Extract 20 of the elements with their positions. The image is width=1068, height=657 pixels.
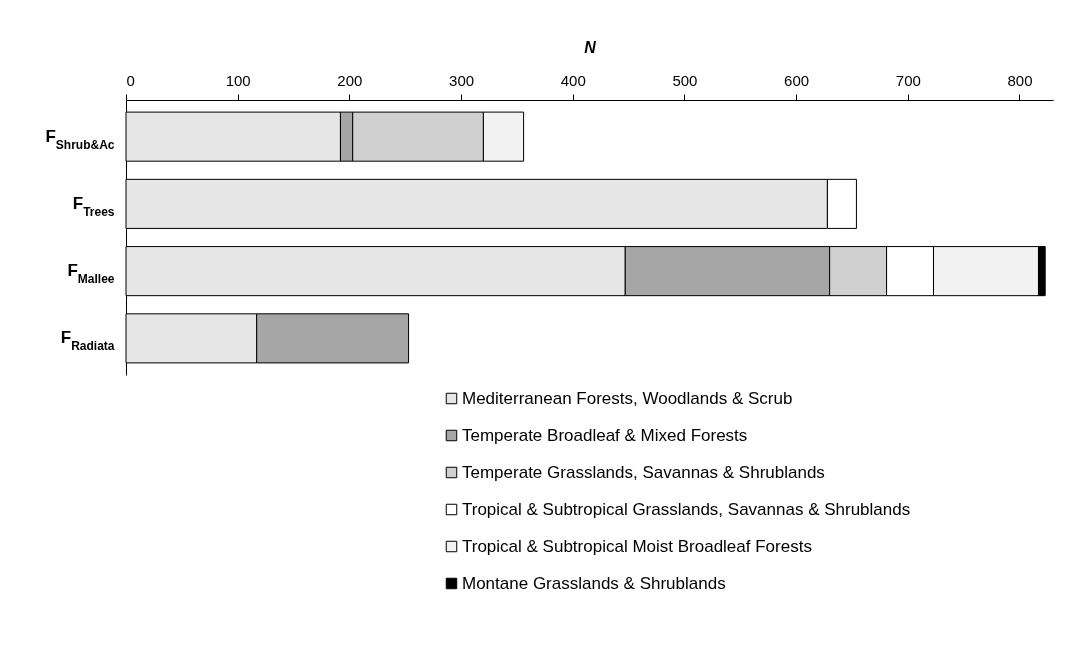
y-tick-label: F$_{Shrub&Ac}$ <box>45 126 115 152</box>
x-tick-label: 0 <box>126 71 135 89</box>
legend-label: Mediterranean Forests, Woodlands & Scrub <box>462 388 793 408</box>
y-tick-label: F$_{Trees}$ <box>72 193 115 219</box>
x-tick-label: 400 <box>560 71 586 89</box>
x-tick-label: 700 <box>895 71 921 89</box>
legend-label: Tropical & Subtropical Moist Broadleaf Forests <box>462 536 812 556</box>
x-axis-title: N <box>584 38 597 56</box>
legend-label: Tropical & Subtropical Grasslands, Savannas & Shrublands <box>462 499 911 519</box>
x-tick-label: 200 <box>337 71 363 89</box>
x-tick-label: 800 <box>1007 71 1033 89</box>
y-tick-label: F$_{Radiata}$ <box>60 328 115 354</box>
x-tick-label: 600 <box>784 71 810 89</box>
legend-label: Montane Grasslands & Shrublands <box>462 573 726 593</box>
x-tick-label: 300 <box>449 71 475 89</box>
legend-label: Temperate Broadleaf & Mixed Forests <box>462 425 748 445</box>
x-tick-label: 500 <box>672 71 698 89</box>
legend-label: Temperate Grasslands, Savannas & Shrublands <box>462 462 825 482</box>
y-tick-label: F$_{Mallee}$ <box>67 261 115 287</box>
x-tick-label: 100 <box>225 71 251 89</box>
